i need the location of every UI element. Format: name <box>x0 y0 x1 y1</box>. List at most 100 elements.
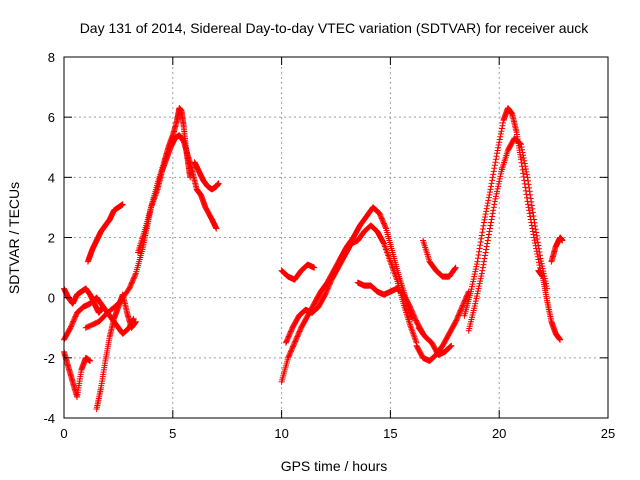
y-axis-label: SDTVAR / TECUs <box>6 182 22 294</box>
data-point <box>527 195 534 202</box>
data-point <box>493 190 500 197</box>
data-point <box>536 249 543 256</box>
data-point <box>127 283 134 290</box>
data-point <box>538 260 545 267</box>
data-point <box>530 212 537 219</box>
data-point <box>294 332 301 339</box>
data-point <box>517 156 524 163</box>
data-point <box>452 265 459 272</box>
series-late-end <box>548 234 566 265</box>
data-point <box>463 293 470 300</box>
data-point <box>532 226 539 233</box>
data-point <box>459 303 466 310</box>
series-mid-flat <box>278 261 318 283</box>
data-point <box>492 159 499 166</box>
data-point <box>470 276 477 283</box>
data-point <box>526 188 533 195</box>
data-point <box>296 329 303 336</box>
data-point <box>323 287 330 294</box>
data-point <box>531 219 538 226</box>
data-point <box>213 225 220 232</box>
data-point <box>284 337 291 344</box>
data-point <box>521 180 528 187</box>
data-point <box>520 170 527 177</box>
data-point <box>488 180 495 187</box>
data-point <box>476 283 483 290</box>
data-point <box>483 208 490 215</box>
data-point <box>489 213 496 220</box>
data-point <box>480 258 487 265</box>
data-point <box>477 275 484 282</box>
data-point <box>494 150 501 157</box>
data-point <box>295 331 302 338</box>
data-point <box>471 273 478 280</box>
data-point <box>69 320 76 327</box>
y-tick-label: 2 <box>48 231 55 246</box>
data-point <box>381 222 388 229</box>
data-point <box>290 343 297 350</box>
data-point <box>475 252 482 259</box>
data-point <box>526 207 533 214</box>
data-point <box>408 306 415 313</box>
data-point <box>128 280 135 287</box>
data-point <box>497 130 504 137</box>
data-point <box>410 312 417 319</box>
data-point <box>520 155 527 162</box>
data-point <box>311 264 318 271</box>
chart-title: Day 131 of 2014, Sidereal Day-to-day VTE… <box>80 20 590 36</box>
data-point <box>282 339 289 346</box>
data-point <box>474 255 481 262</box>
data-point <box>462 296 469 303</box>
data-point <box>461 297 468 304</box>
data-point <box>491 198 498 205</box>
data-point <box>474 288 481 295</box>
data-point <box>494 185 501 192</box>
data-point <box>525 181 532 188</box>
data-point <box>498 128 505 135</box>
data-point <box>130 275 137 282</box>
data-point <box>324 286 331 293</box>
data-point <box>525 177 532 184</box>
data-point <box>458 306 465 313</box>
data-point <box>490 204 497 211</box>
data-point <box>472 268 479 275</box>
data-point <box>283 338 290 345</box>
data-point <box>290 342 297 349</box>
data-point <box>452 318 459 325</box>
data-point <box>523 194 530 201</box>
x-tick-label: 25 <box>601 426 615 441</box>
data-point <box>525 201 532 208</box>
data-point <box>71 314 78 321</box>
data-point <box>521 160 528 167</box>
data-point <box>524 198 531 205</box>
data-point <box>326 281 333 288</box>
data-point <box>287 328 294 335</box>
data-point <box>473 261 480 268</box>
data-point <box>522 184 529 191</box>
data-point <box>327 279 334 286</box>
data-point <box>380 220 387 227</box>
data-point <box>67 324 74 331</box>
data-point <box>460 299 467 306</box>
data-point <box>494 147 501 154</box>
data-point <box>68 322 75 329</box>
data-point <box>479 229 486 236</box>
data-point <box>519 146 526 153</box>
x-tick-label: 0 <box>60 426 67 441</box>
data-point <box>537 252 543 259</box>
x-tick-label: 10 <box>274 426 288 441</box>
data-point <box>491 162 498 169</box>
data-point <box>473 295 480 302</box>
data-point <box>495 144 502 151</box>
data-point <box>497 170 504 177</box>
data-point <box>485 194 492 201</box>
data-point <box>523 191 530 198</box>
data-point <box>72 312 79 319</box>
data-point <box>532 222 539 229</box>
data-point <box>286 352 293 359</box>
data-point <box>484 240 491 247</box>
data-point <box>454 314 461 321</box>
data-point <box>488 219 495 226</box>
data-point <box>325 284 332 291</box>
data-point <box>454 313 461 320</box>
